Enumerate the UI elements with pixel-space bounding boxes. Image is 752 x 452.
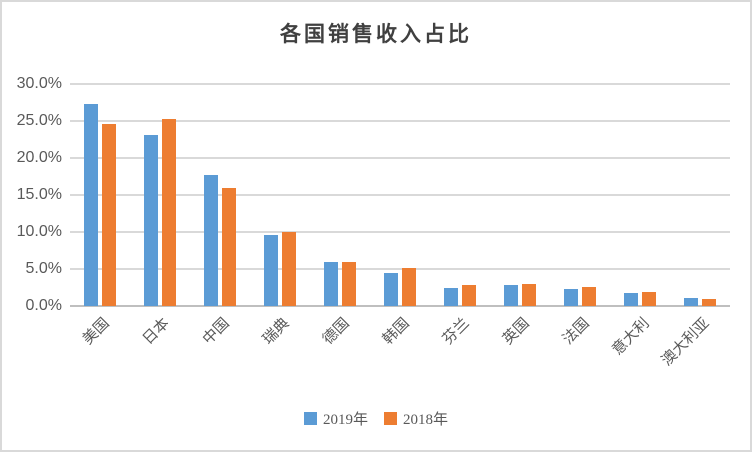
y-tick-label: 20.0% xyxy=(16,149,62,166)
x-axis-line xyxy=(70,305,730,307)
chart-title: 各国销售收入占比 xyxy=(280,22,472,46)
legend-swatch-icon xyxy=(303,412,317,425)
gridline xyxy=(70,83,730,85)
y-tick-label: 30.0% xyxy=(16,75,62,92)
bar-2018年-意大利 xyxy=(642,291,656,306)
gridline xyxy=(70,194,730,196)
gridline xyxy=(70,120,730,122)
bar-2019年-德国 xyxy=(324,262,338,306)
bar-2019年-韩国 xyxy=(384,273,398,306)
bar-2019年-英国 xyxy=(504,285,518,306)
gridline xyxy=(70,231,730,233)
bar-2019年-意大利 xyxy=(624,293,638,306)
bar-2019年-芬兰 xyxy=(444,287,458,306)
bar-2018年-中国 xyxy=(222,187,236,306)
bar-2019年-瑞典 xyxy=(264,234,278,306)
bar-2018年-芬兰 xyxy=(462,284,476,306)
bar-2018年-瑞典 xyxy=(282,232,296,306)
bar-2018年-韩国 xyxy=(402,268,416,306)
y-tick-label: 15.0% xyxy=(16,186,62,203)
y-tick-label: 5.0% xyxy=(25,260,62,277)
legend-item: 2018年 xyxy=(384,408,448,429)
legend-label: 2019年 xyxy=(322,412,368,428)
legend: 2019年 2018年 xyxy=(2,408,750,429)
bar-2019年-法国 xyxy=(564,288,578,306)
bar-2018年-英国 xyxy=(522,283,536,306)
bar-2019年-美国 xyxy=(84,103,98,306)
legend-swatch-icon xyxy=(384,412,397,425)
y-tick-label: 10.0% xyxy=(16,223,62,240)
bar-2019年-澳大利亚 xyxy=(684,297,698,306)
y-tick-label: 25.0% xyxy=(16,112,62,129)
bar-2018年-法国 xyxy=(582,286,596,306)
gridline xyxy=(70,268,730,270)
bar-2019年-中国 xyxy=(204,175,218,306)
bar-2018年-澳大利亚 xyxy=(702,298,716,306)
bar-2018年-美国 xyxy=(102,123,116,306)
legend-item: 2019年 xyxy=(303,408,368,429)
bar-2019年-日本 xyxy=(144,135,158,306)
bar-2018年-日本 xyxy=(162,118,176,306)
y-tick-label: 0.0% xyxy=(25,297,62,314)
gridline xyxy=(70,157,730,159)
bar-2018年-德国 xyxy=(342,261,356,306)
legend-label: 2018年 xyxy=(403,412,449,428)
